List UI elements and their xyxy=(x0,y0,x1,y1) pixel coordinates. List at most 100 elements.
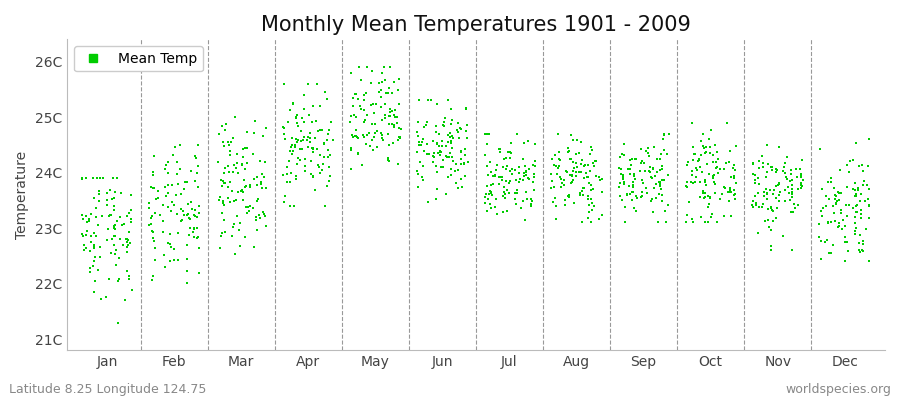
Point xyxy=(144,184,158,191)
Point xyxy=(716,165,731,172)
Point xyxy=(752,164,767,171)
Point xyxy=(230,160,244,166)
Point xyxy=(382,158,396,164)
Point xyxy=(484,169,499,176)
Point xyxy=(653,151,668,157)
Point xyxy=(386,140,400,146)
Point xyxy=(580,174,594,180)
Point xyxy=(225,232,239,239)
Point xyxy=(257,213,272,219)
Point xyxy=(411,133,426,139)
Point xyxy=(84,211,98,218)
Point xyxy=(518,168,533,174)
Point xyxy=(451,120,465,126)
Point xyxy=(826,242,841,248)
Point xyxy=(435,138,449,144)
Point xyxy=(764,164,778,170)
Point xyxy=(250,198,265,204)
Point xyxy=(353,103,367,110)
Point xyxy=(589,158,603,164)
Point xyxy=(280,164,294,170)
Point xyxy=(246,151,260,158)
Point xyxy=(762,224,777,230)
Point xyxy=(344,70,358,76)
Point xyxy=(306,146,320,152)
Point xyxy=(824,219,838,225)
Point xyxy=(704,214,718,220)
Point xyxy=(451,167,465,173)
Point xyxy=(303,171,318,177)
Point xyxy=(641,150,655,156)
Point xyxy=(770,169,784,176)
Point xyxy=(698,219,712,226)
Point xyxy=(817,239,832,246)
Point xyxy=(250,227,265,234)
Point xyxy=(634,158,649,164)
Point xyxy=(107,222,122,228)
Point xyxy=(508,200,523,207)
Point xyxy=(700,204,715,210)
Point xyxy=(760,142,774,148)
Point xyxy=(581,193,596,200)
Point xyxy=(501,149,516,155)
Point xyxy=(298,163,312,170)
Point xyxy=(169,211,184,218)
Point xyxy=(652,191,666,197)
Point xyxy=(508,167,523,173)
Point xyxy=(439,154,454,160)
Point xyxy=(794,184,808,191)
Point xyxy=(691,157,706,164)
Point xyxy=(384,90,399,96)
Point xyxy=(436,121,451,128)
Point xyxy=(432,131,446,138)
Point xyxy=(745,171,760,178)
Point xyxy=(503,155,517,162)
Point xyxy=(213,233,228,239)
Point xyxy=(813,145,827,152)
Point xyxy=(822,249,836,256)
Point xyxy=(151,194,166,201)
Point xyxy=(103,187,117,193)
Point xyxy=(611,165,625,171)
Point xyxy=(556,182,571,188)
Point xyxy=(708,180,723,187)
Point xyxy=(348,133,363,139)
Point xyxy=(433,148,447,155)
Point xyxy=(162,231,176,237)
Point xyxy=(174,206,188,212)
Point xyxy=(821,220,835,226)
Point xyxy=(390,120,404,126)
Point xyxy=(698,150,713,156)
Point xyxy=(765,167,779,173)
Point xyxy=(526,171,541,177)
Point xyxy=(215,123,230,130)
Point xyxy=(226,169,240,176)
Point xyxy=(796,177,810,183)
Point xyxy=(488,172,502,178)
Point xyxy=(458,146,473,153)
Point xyxy=(286,203,301,209)
Point xyxy=(701,219,716,226)
Point xyxy=(419,119,434,125)
Point xyxy=(581,162,596,168)
Point xyxy=(411,184,426,190)
Point xyxy=(821,218,835,225)
Point xyxy=(382,113,396,119)
Point xyxy=(104,212,118,218)
Point xyxy=(103,212,117,218)
Point xyxy=(520,195,535,202)
Point xyxy=(300,137,314,144)
Point xyxy=(521,166,535,172)
Point xyxy=(612,184,626,190)
Point xyxy=(574,188,589,194)
Point xyxy=(438,190,453,197)
Point xyxy=(653,182,668,189)
Title: Monthly Mean Temperatures 1901 - 2009: Monthly Mean Temperatures 1901 - 2009 xyxy=(261,15,691,35)
Point xyxy=(492,174,507,180)
Point xyxy=(548,203,562,209)
Point xyxy=(693,179,707,185)
Point xyxy=(620,165,634,172)
Point xyxy=(86,245,101,252)
Point xyxy=(224,139,238,145)
Point xyxy=(454,176,468,182)
